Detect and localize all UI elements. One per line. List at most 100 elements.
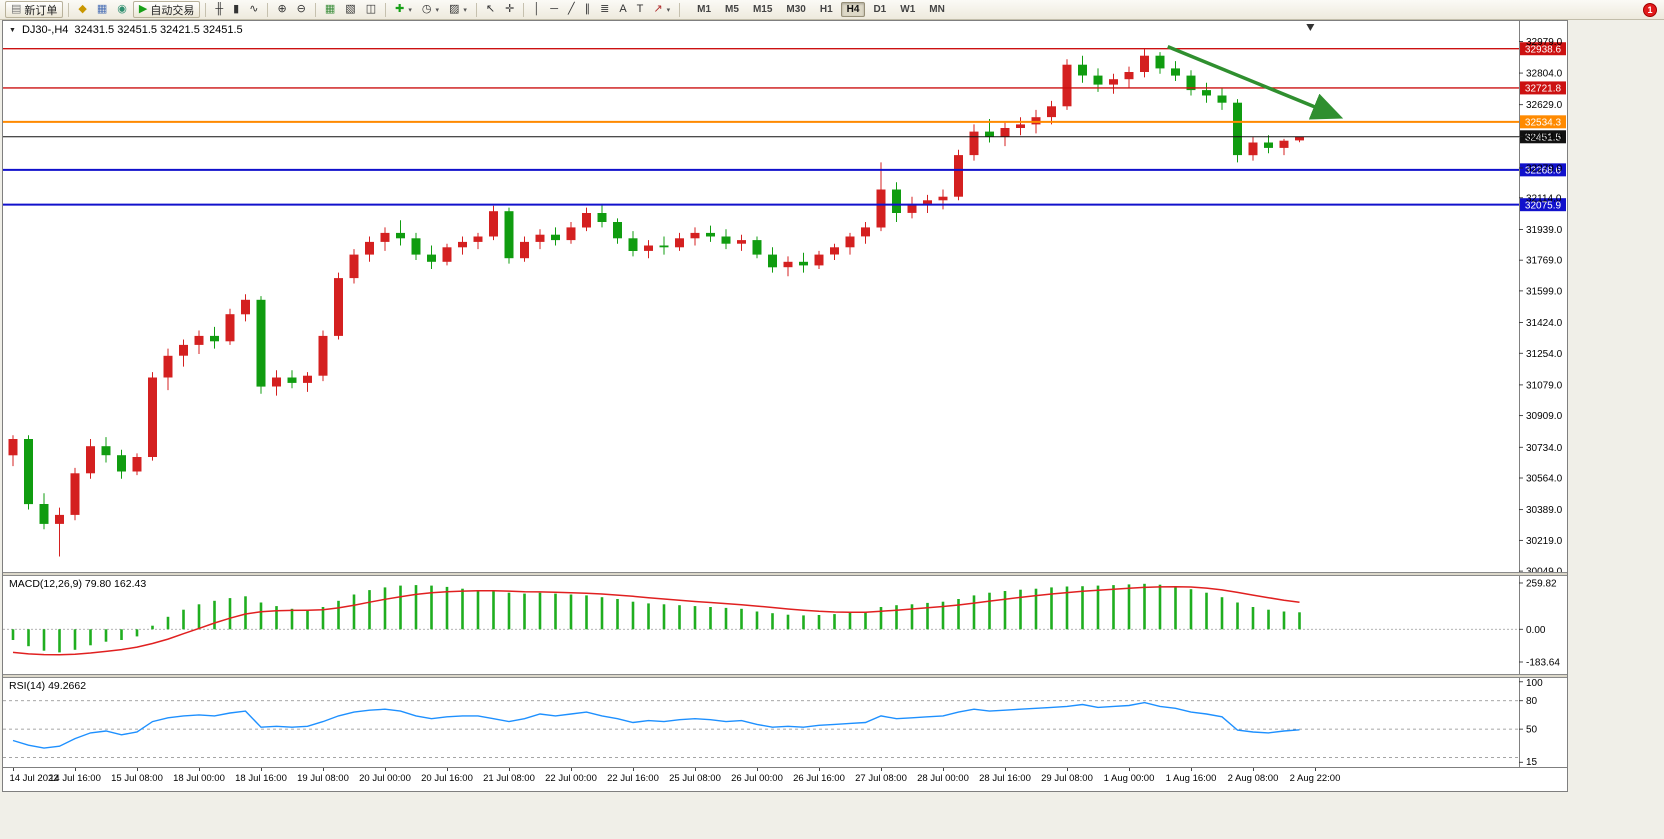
bar-chart-icon[interactable]: ╫ — [211, 1, 227, 18]
vertical-line-icon: │ — [533, 3, 541, 15]
time-axis-tick — [943, 768, 944, 771]
one-click-trading-toggle[interactable]: ▼ — [9, 26, 16, 34]
rsi-axis-label: 50 — [1526, 725, 1538, 736]
trendline-icon[interactable]: ╱ — [564, 1, 579, 18]
timeframe-button-m30[interactable]: M30 — [786, 4, 806, 15]
chart-shift-marker[interactable] — [1306, 24, 1315, 31]
ohlc-values-label: 32431.5 32451.5 32421.5 32451.5 — [74, 24, 243, 36]
time-axis-tick — [1315, 768, 1316, 771]
timeframe-button-d1[interactable]: D1 — [873, 4, 887, 15]
macd-canvas[interactable]: 259.82 0.00 -183.64 — [3, 576, 1567, 674]
zoom-out-icon: ⊖ — [296, 3, 306, 15]
pane-splitter[interactable] — [3, 674, 1567, 678]
time-axis-tick — [1067, 768, 1068, 771]
price-axis-label: 30219.0 — [1526, 536, 1563, 547]
horizontal-line-icon: ─ — [550, 3, 558, 15]
tile-windows-icon[interactable]: ▦ — [321, 1, 339, 18]
main-chart-canvas[interactable]: 32938.6 32721.8 32534.3 32451.5 32268.6 32075… — [3, 21, 1567, 572]
time-axis-tick — [571, 768, 572, 771]
auto-trading-button[interactable]: ▶ 自动交易 — [132, 1, 201, 18]
price-axis-label: 32454.0 — [1526, 132, 1563, 143]
timeframe-button-h4[interactable]: H4 — [840, 2, 866, 17]
price-axis[interactable]: 32979.0 32804.0 32629.0 32454.0 32279.0 32114… — [1519, 37, 1563, 572]
new-order-button-label: 新订单 — [24, 4, 58, 17]
new-order-button[interactable]: ▤ 新订单 — [5, 1, 64, 18]
price-axis-label: 31079.0 — [1526, 380, 1563, 391]
price-axis-label: 30909.0 — [1526, 411, 1563, 422]
price-line-value-label: 32075.9 — [1525, 200, 1562, 211]
timeframe-button-mn[interactable]: MN — [929, 4, 945, 15]
toolbar-separator — [314, 2, 316, 17]
timeframe-button-h1[interactable]: H1 — [819, 4, 833, 15]
notification-badge[interactable]: 1 — [1643, 3, 1657, 17]
vertical-line-icon[interactable]: │ — [529, 1, 544, 18]
crosshair-icon[interactable]: ✛ — [501, 1, 518, 18]
periods-icon[interactable]: ◷ ▾ — [418, 1, 443, 18]
bar-chart-icon: ╫ — [215, 3, 224, 15]
cascade-windows-icon[interactable]: ▧ — [341, 1, 359, 18]
horizontal-line-icon[interactable]: ─ — [546, 1, 562, 18]
time-axis[interactable]: 14 Jul 2022 14 Jul 16:00 15 Jul 08:00 18 Ju… — [3, 767, 1567, 791]
time-axis-label: 15 Jul 08:00 — [111, 773, 163, 784]
data-window-icon[interactable]: ▦ — [93, 1, 111, 18]
pane-splitter[interactable] — [3, 572, 1567, 576]
label-icon: T — [636, 3, 644, 15]
timeframe-button-m1[interactable]: M1 — [697, 4, 712, 15]
rsi-axis-label: 100 — [1526, 678, 1543, 689]
price-axis-label: 30734.0 — [1526, 443, 1563, 454]
market-watch-icon[interactable]: ◆ — [74, 1, 90, 18]
timeframe-button-m15[interactable]: M15 — [752, 4, 773, 15]
templates-icon[interactable]: ▨ ▾ — [445, 1, 471, 18]
timeframe-button-w1[interactable]: W1 — [900, 4, 916, 15]
rsi-label: RSI(14) 49.2662 — [9, 680, 87, 692]
candlestick-chart-icon: ▮ — [233, 3, 240, 15]
channel-icon[interactable]: ∥ — [581, 1, 595, 18]
toolbar-separator — [385, 2, 387, 17]
arrows-icon[interactable]: ↗ ▾ — [649, 1, 674, 18]
price-line-tag — [1520, 130, 1566, 144]
indicators-icon[interactable]: ✚ ▾ — [391, 1, 416, 18]
fibonacci-icon[interactable]: ≣ — [596, 1, 613, 18]
zoom-out-icon[interactable]: ⊖ — [293, 1, 310, 18]
rsi-line-group — [12, 701, 1300, 749]
label-icon[interactable]: T — [633, 1, 648, 18]
main-chart-pane: 32938.6 32721.8 32534.3 32451.5 32268.6 32075… — [3, 21, 1567, 572]
dropdown-caret-icon[interactable]: ▾ — [463, 6, 467, 14]
cursor-icon: ↖ — [485, 3, 496, 15]
time-axis-label: 19 Jul 08:00 — [297, 773, 349, 784]
price-line-tag — [1520, 163, 1566, 177]
price-line-value-label: 32534.3 — [1525, 118, 1562, 129]
time-axis-tick — [633, 768, 634, 771]
price-axis-label: 32279.0 — [1526, 164, 1563, 175]
timeframe-button-m5[interactable]: M5 — [725, 4, 739, 15]
time-axis-label: 2 Aug 22:00 — [1289, 773, 1341, 784]
time-axis-tick — [323, 768, 324, 771]
trend-arrow-annotation[interactable] — [1167, 45, 1344, 120]
arrows-icon: ↗ — [653, 3, 663, 15]
indicators-icon: ✚ — [395, 3, 405, 15]
price-axis-label: 31769.0 — [1526, 256, 1563, 267]
cursor-icon[interactable]: ↖ — [482, 1, 499, 18]
price-axis-label: 31599.0 — [1526, 286, 1563, 297]
price-axis-label: 31254.0 — [1526, 349, 1563, 360]
symbol-period-label: DJ30-,H4 — [21, 24, 69, 36]
arrange-windows-icon[interactable]: ◫ — [362, 1, 380, 18]
time-axis-label: 29 Jul 08:00 — [1041, 773, 1093, 784]
new-order-icon: ▤ — [11, 3, 22, 15]
dropdown-caret-icon[interactable]: ▾ — [408, 6, 412, 14]
dropdown-caret-icon[interactable]: ▾ — [666, 6, 671, 14]
macd-signal-line — [12, 585, 1300, 656]
text-icon[interactable]: A — [615, 1, 630, 18]
macd-axis: 259.82 0.00 -183.64 — [1519, 578, 1560, 668]
time-axis-label: 2 Aug 08:00 — [1227, 773, 1279, 784]
rsi-canvas[interactable]: 100 80 50 15 — [3, 678, 1567, 767]
line-chart-icon[interactable]: ∿ — [245, 1, 262, 18]
price-line-value-label: 32721.8 — [1525, 84, 1562, 95]
zoom-in-icon[interactable]: ⊕ — [273, 1, 290, 18]
candlestick-chart-icon[interactable]: ▮ — [229, 1, 243, 18]
dropdown-caret-icon[interactable]: ▾ — [435, 6, 439, 14]
price-line-tag — [1520, 42, 1566, 56]
navigator-icon[interactable]: ◉ — [113, 1, 131, 18]
time-axis-tick — [385, 768, 386, 771]
rsi-axis: 100 80 50 15 — [1519, 678, 1543, 767]
